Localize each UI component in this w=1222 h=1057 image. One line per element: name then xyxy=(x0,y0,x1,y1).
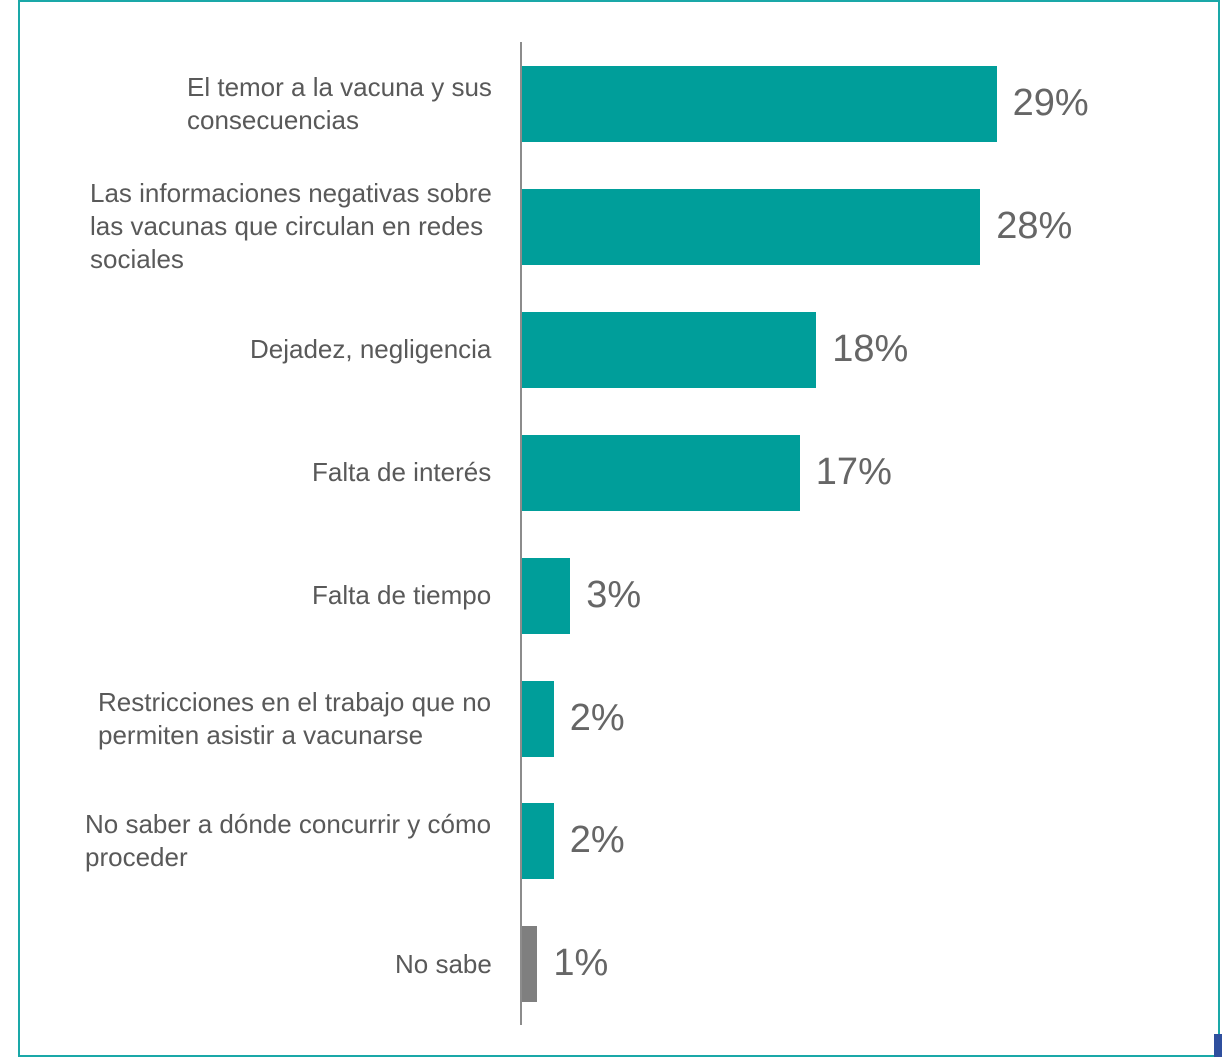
data-label: 17% xyxy=(815,450,892,493)
bar xyxy=(521,434,800,511)
category-label: No sabe xyxy=(395,948,492,979)
data-label: 2% xyxy=(569,819,625,862)
data-label: 18% xyxy=(832,327,909,370)
corner-decoration xyxy=(1214,1034,1222,1057)
category-label: No saber a dónde concurrir y cómo proced… xyxy=(85,809,492,873)
data-label: 2% xyxy=(569,696,625,739)
axis-line xyxy=(520,42,522,1025)
bar xyxy=(521,557,571,634)
data-label: 28% xyxy=(996,204,1073,247)
frame xyxy=(18,0,1220,1057)
bar xyxy=(521,311,817,388)
bar xyxy=(521,926,538,1003)
category-label: Falta de tiempo xyxy=(312,580,492,611)
bar xyxy=(521,803,554,880)
bar xyxy=(521,188,981,265)
bar xyxy=(521,66,997,142)
data-label: 3% xyxy=(586,573,642,616)
category-label: Falta de interés xyxy=(312,457,492,488)
category-label: Dejadez, negligencia xyxy=(250,334,492,365)
category-label: Restricciones en el trabajo que no permi… xyxy=(98,686,492,750)
data-label: 29% xyxy=(1012,82,1089,124)
category-label: Las informaciones negativas sobre las va… xyxy=(90,178,492,275)
category-label: El temor a la vacuna y sus consecuencias xyxy=(187,72,492,135)
data-label: 1% xyxy=(553,942,609,985)
bar xyxy=(521,680,554,757)
